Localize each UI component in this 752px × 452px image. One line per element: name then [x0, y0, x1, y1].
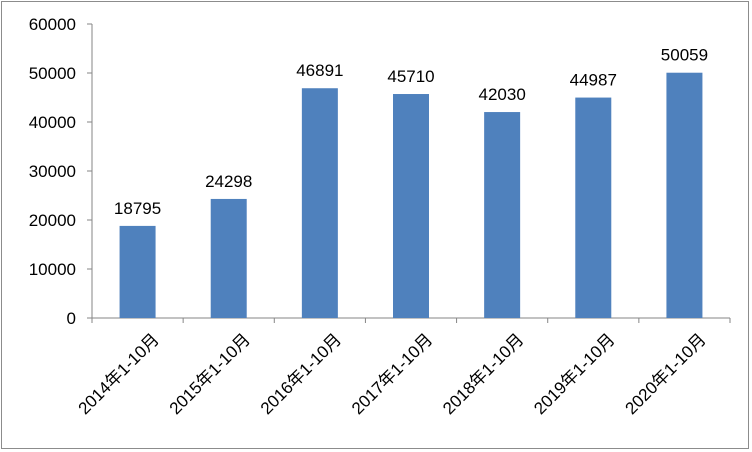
category-label: 2020年1-10月: [621, 330, 709, 418]
bar: [210, 198, 247, 318]
category-label: 2014年1-10月: [75, 330, 163, 418]
data-label: 45710: [387, 67, 434, 86]
data-label: 42030: [479, 85, 526, 104]
y-tick-label: 60000: [29, 15, 76, 34]
bar: [666, 72, 703, 318]
bar: [119, 225, 156, 318]
data-label: 24298: [205, 172, 252, 191]
data-label: 44987: [570, 71, 617, 90]
category-label: 2018年1-10月: [439, 330, 527, 418]
category-label: 2016年1-10月: [257, 330, 345, 418]
y-tick-label: 20000: [29, 211, 76, 230]
category-label: 2017年1-10月: [348, 330, 436, 418]
y-tick-label: 0: [67, 309, 76, 328]
data-label: 18795: [114, 199, 161, 218]
y-tick-label: 50000: [29, 64, 76, 83]
category-label: 2015年1-10月: [166, 330, 254, 418]
y-tick-label: 30000: [29, 162, 76, 181]
bar: [301, 88, 338, 318]
data-label: 50059: [661, 46, 708, 65]
category-label: 2019年1-10月: [530, 330, 618, 418]
y-tick-label: 10000: [29, 260, 76, 279]
bar: [393, 94, 429, 318]
bar: [484, 112, 521, 318]
data-label: 46891: [296, 61, 343, 80]
y-tick-label: 40000: [29, 113, 76, 132]
bar: [575, 97, 612, 319]
